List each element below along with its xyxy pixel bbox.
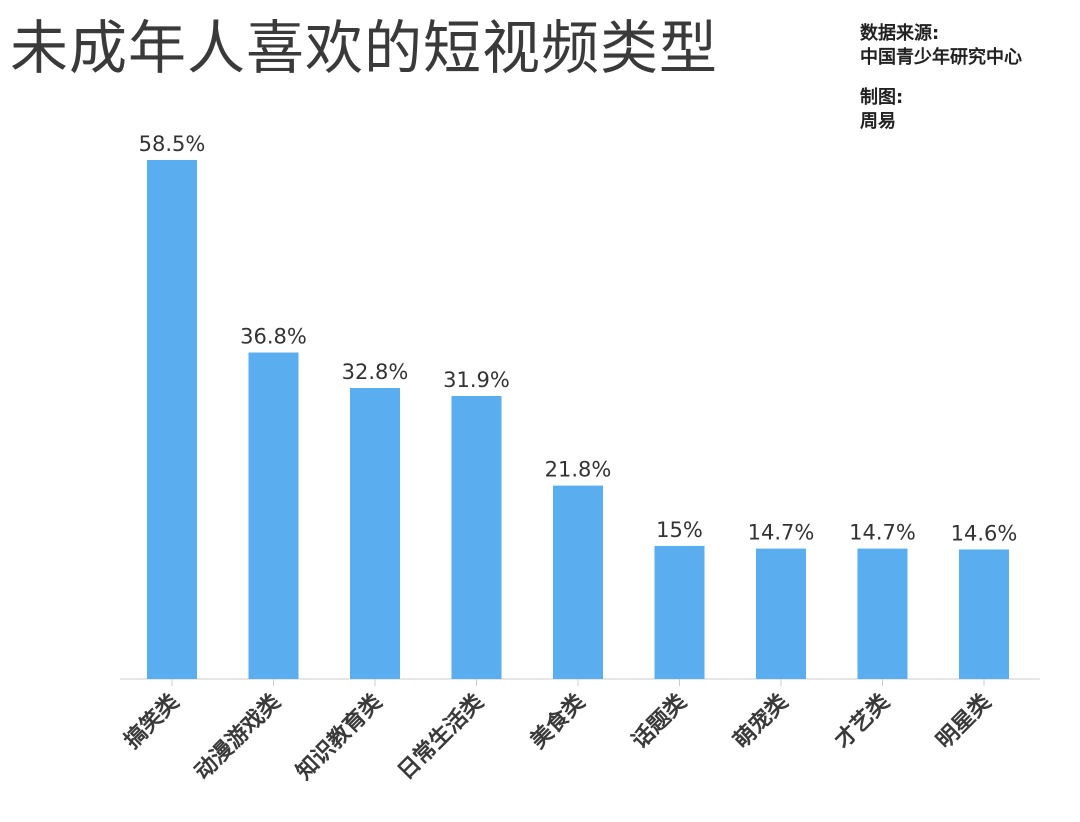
- category-label: 知识教育类: [291, 688, 388, 785]
- source-label: 数据来源:: [860, 23, 940, 44]
- data-label: 32.8%: [342, 360, 409, 384]
- bar: [147, 160, 197, 679]
- category-label: 才艺类: [830, 688, 896, 754]
- category-label: 萌宠类: [728, 688, 794, 754]
- data-label: 15%: [656, 518, 703, 542]
- data-label: 36.8%: [240, 325, 307, 349]
- maker-value: 周易: [860, 111, 896, 132]
- source-value: 中国青少年研究中心: [860, 47, 1022, 68]
- bar: [248, 352, 299, 679]
- category-label: 话题类: [627, 689, 692, 754]
- category-label: 日常生活类: [393, 688, 490, 785]
- bar: [654, 545, 705, 679]
- data-label: 14.7%: [849, 521, 916, 545]
- maker-label: 制图:: [860, 87, 904, 108]
- category-label: 动漫游戏类: [190, 688, 287, 785]
- data-label: 14.6%: [951, 521, 1018, 545]
- category-label: 明星类: [932, 689, 997, 754]
- data-label: 58.5%: [139, 132, 206, 156]
- data-label: 14.7%: [748, 521, 815, 545]
- chart-title: 未成年人喜欢的短视频类型: [10, 14, 719, 82]
- bar: [350, 388, 400, 679]
- category-label: 搞笑类: [119, 688, 185, 754]
- source-block: 数据来源: 中国青少年研究中心 制图: 周易: [860, 22, 1022, 134]
- bar: [451, 395, 502, 679]
- category-label: 美食类: [525, 688, 591, 754]
- bar: [553, 485, 603, 679]
- bar: [857, 548, 908, 679]
- data-label: 31.9%: [443, 368, 510, 392]
- bar: [756, 548, 806, 679]
- bar: [959, 549, 1009, 679]
- data-label: 21.8%: [545, 458, 612, 482]
